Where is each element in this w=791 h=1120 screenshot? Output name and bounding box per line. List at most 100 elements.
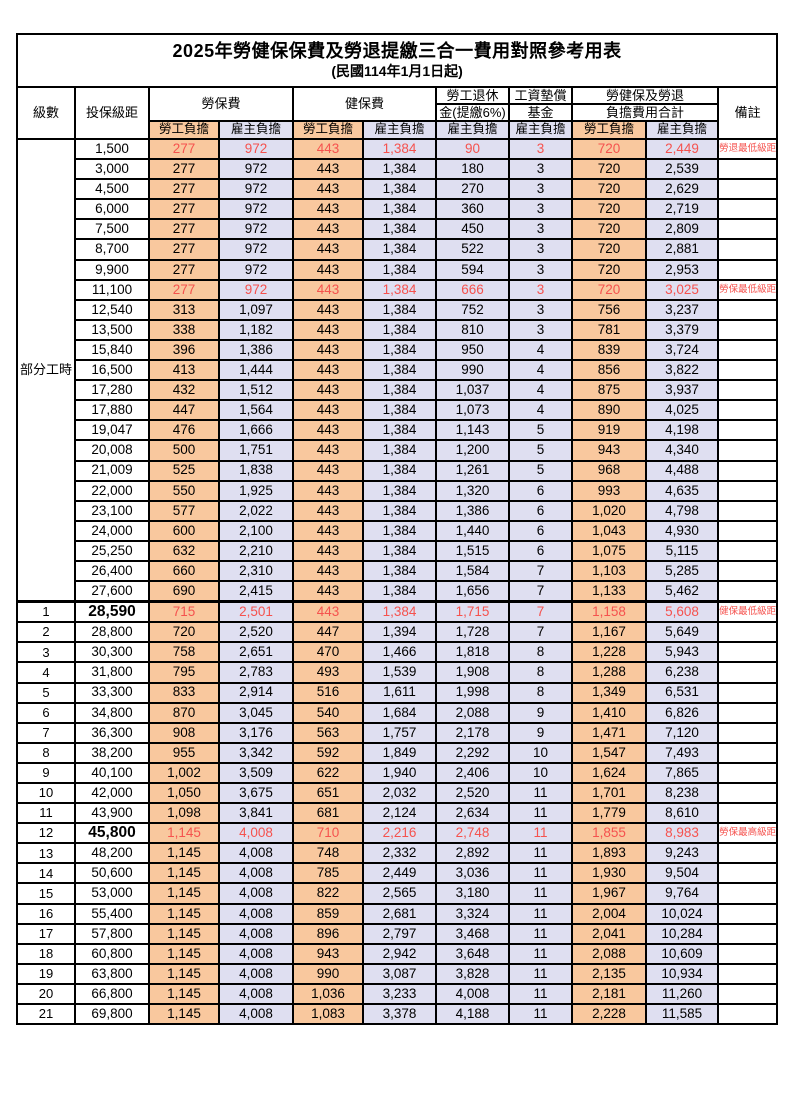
salary-cell: 17,880 <box>74 399 150 422</box>
remark-cell <box>716 641 779 664</box>
pension-employer-cell: 1,656 <box>435 580 510 603</box>
health-employer-cell: 2,216 <box>362 822 437 845</box>
labor-employer-cell: 3,675 <box>218 781 294 805</box>
wage-fund-employer-cell: 10 <box>508 741 573 764</box>
labor-employee-cell: 413 <box>148 359 220 382</box>
total-employer-cell: 7,120 <box>645 721 719 744</box>
health-employer-cell: 1,384 <box>362 198 437 221</box>
pension-employer-cell: 2,178 <box>435 721 510 744</box>
labor-employee-cell: 600 <box>148 519 220 542</box>
level-cell: 12 <box>16 822 76 845</box>
table-row: 20,008 500 1,751 443 1,384 1,200 5 943 4,340 <box>17 439 779 462</box>
labor-employer-cell: 4,008 <box>218 982 294 1006</box>
table-row: 4 31,800 795 2,783 493 1,539 1,908 8 1,288 6,238 <box>16 661 779 684</box>
health-employer-cell: 1,384 <box>362 539 437 562</box>
remark-cell <box>716 862 779 885</box>
salary-cell: 1,500 <box>74 137 150 161</box>
health-employer-cell: 1,384 <box>362 479 437 502</box>
total-employer-cell: 2,629 <box>645 178 719 201</box>
labor-employee-cell: 795 <box>148 661 220 684</box>
table-row: 3 30,300 758 2,651 470 1,466 1,818 8 1,228 5,943 <box>16 641 779 664</box>
title-row: 2025年勞健保保費及勞退提繳三合一費用對照參考用表 (民國114年1月1日起) <box>15 33 779 88</box>
remark-cell <box>716 721 779 744</box>
total-employee-cell: 1,043 <box>571 519 647 542</box>
total-employee-cell: 1,967 <box>571 882 647 905</box>
wage-fund-employer-cell: 6 <box>508 499 573 522</box>
total-employer-cell: 4,635 <box>645 479 719 502</box>
total-employer-cell: 3,379 <box>645 318 719 341</box>
labor-employer-cell: 1,097 <box>218 298 294 321</box>
health-employee-cell: 443 <box>292 499 364 522</box>
table-row: 20 66,800 1,145 4,008 1,036 3,233 4,008 11 2,181… <box>16 982 779 1006</box>
total-employer-cell: 8,983 <box>645 822 719 845</box>
total-employer-cell: 10,934 <box>645 962 719 985</box>
table-row: 13,500 338 1,182 443 1,384 810 3 781 3,379 <box>17 318 779 341</box>
col-header-total-line1: 勞健保及勞退 <box>571 86 719 105</box>
table-row: 7 36,300 908 3,176 563 1,757 2,178 9 1,471 7,120 <box>16 721 779 744</box>
wage-fund-employer-cell: 11 <box>508 962 573 985</box>
salary-cell: 60,800 <box>74 942 150 965</box>
labor-employer-cell: 2,210 <box>218 539 294 562</box>
level-cell: 8 <box>16 741 76 764</box>
pension-employer-cell: 2,892 <box>435 842 510 865</box>
table-row: 9,900 277 972 443 1,384 594 3 720 2,953 <box>17 258 779 281</box>
remark-cell <box>716 559 779 583</box>
labor-employer-cell: 4,008 <box>218 842 294 865</box>
health-employee-cell: 651 <box>292 781 364 805</box>
health-employee-cell: 710 <box>292 822 364 845</box>
pension-employer-cell: 1,386 <box>435 499 510 522</box>
health-employer-cell: 2,681 <box>362 902 437 925</box>
level-cell: 21 <box>16 1003 76 1026</box>
total-employer-cell: 4,340 <box>645 439 719 462</box>
health-employer-cell: 1,384 <box>362 459 437 482</box>
total-employee-cell: 2,004 <box>571 902 647 925</box>
total-employer-cell: 5,285 <box>645 559 719 583</box>
total-employer-cell: 11,585 <box>645 1003 719 1026</box>
level-cell: 10 <box>16 781 76 805</box>
total-employee-cell: 1,779 <box>571 802 647 825</box>
wage-fund-employer-cell: 3 <box>508 278 573 301</box>
pension-employer-cell: 3,468 <box>435 922 510 945</box>
table-row: 21 69,800 1,145 4,008 1,083 3,378 4,188 11 2,228… <box>16 1003 779 1026</box>
col-header-total-line2: 負擔費用合計 <box>571 103 719 122</box>
total-employer-cell: 3,025 <box>645 278 719 301</box>
labor-employee-cell: 1,145 <box>148 902 220 925</box>
wage-fund-employer-cell: 4 <box>508 359 573 382</box>
remark-cell <box>716 1003 779 1026</box>
salary-cell: 12,540 <box>74 298 150 321</box>
health-employer-cell: 1,384 <box>362 359 437 382</box>
salary-cell: 19,047 <box>74 419 150 442</box>
health-employee-cell: 443 <box>292 137 364 161</box>
health-employer-cell: 1,384 <box>362 158 437 181</box>
labor-employee-cell: 1,145 <box>148 882 220 905</box>
health-employee-cell: 443 <box>292 459 364 482</box>
remark-cell: 健保最低級距 <box>716 600 779 624</box>
pension-employer-cell: 1,584 <box>435 559 510 583</box>
health-employee-cell: 443 <box>292 359 364 382</box>
col-header-level: 級數 <box>16 86 76 140</box>
wage-fund-employer-cell: 4 <box>508 338 573 362</box>
header-band-3: 勞工負擔 雇主負擔 勞工負擔 雇主負擔 雇主負擔 雇主負擔 勞工負擔 雇主負擔 <box>17 120 777 140</box>
remark-cell <box>716 701 779 724</box>
labor-employee-cell: 833 <box>148 681 220 704</box>
health-employee-cell: 990 <box>292 962 364 985</box>
health-employer-cell: 1,394 <box>362 621 437 644</box>
salary-cell: 30,300 <box>74 641 150 664</box>
total-employer-cell: 4,930 <box>645 519 719 542</box>
labor-employer-cell: 972 <box>218 198 294 221</box>
pension-employer-cell: 1,515 <box>435 539 510 562</box>
level-cell: 4 <box>16 661 76 684</box>
remark-cell <box>716 359 779 382</box>
table-row: 17 57,800 1,145 4,008 896 2,797 3,468 11 2,041 10… <box>16 922 779 945</box>
wage-fund-employer-cell: 8 <box>508 661 573 684</box>
subheader-wage-fund-employer: 雇主負擔 <box>508 120 573 140</box>
health-employee-cell: 443 <box>292 439 364 462</box>
wage-fund-employer-cell: 11 <box>508 982 573 1006</box>
remark-cell <box>716 580 779 603</box>
col-header-labor-insurance: 勞保費 <box>148 86 294 122</box>
level-cell: 5 <box>16 681 76 704</box>
table-row: 7,500 277 972 443 1,384 450 3 720 2,809 <box>17 218 779 241</box>
labor-employer-cell: 1,386 <box>218 338 294 362</box>
labor-employer-cell: 972 <box>218 258 294 281</box>
col-header-health-insurance: 健保費 <box>292 86 437 122</box>
